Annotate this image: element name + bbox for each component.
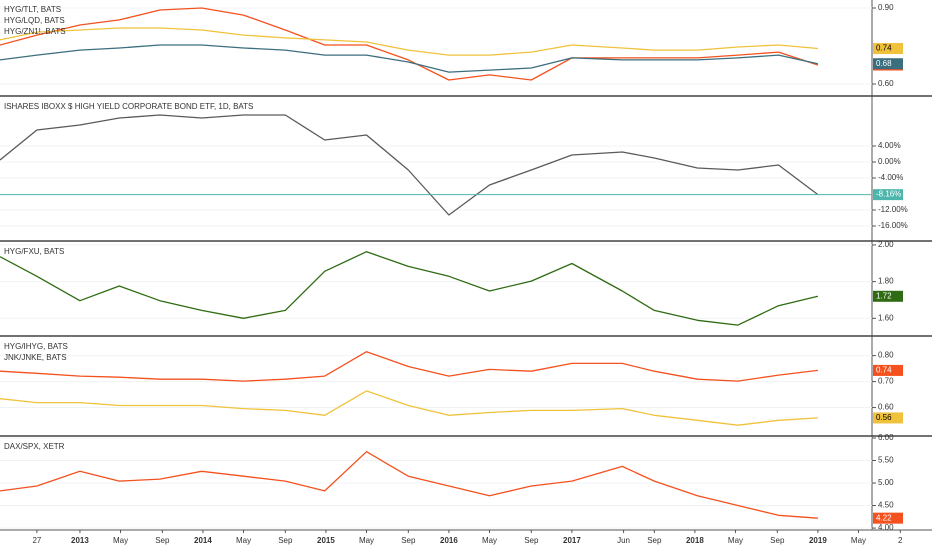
y-tick-label: 4.00 <box>878 523 894 532</box>
y-tick-label: 1.60 <box>878 313 894 322</box>
last-value-label: 1.72 <box>876 291 892 300</box>
series-line <box>0 390 818 426</box>
x-tick-label: 2017 <box>563 536 581 545</box>
x-tick-label: Sep <box>524 536 539 545</box>
x-tick-label: Sep <box>401 536 416 545</box>
last-value-badge <box>873 58 903 70</box>
last-value-badge <box>873 43 903 55</box>
last-value-badge <box>873 512 903 524</box>
y-tick-label: 6.00 <box>878 433 894 442</box>
x-tick-label: May <box>359 536 374 545</box>
y-tick-label: 0.70 <box>878 377 894 386</box>
y-tick-label: 4.00% <box>878 141 901 150</box>
x-tick-label: May <box>113 536 128 545</box>
y-tick-label: 5.50 <box>878 456 894 465</box>
last-value-label: 0.68 <box>876 59 892 68</box>
last-value-label: 0.74 <box>876 44 892 53</box>
y-tick-label: 5.00 <box>878 478 894 487</box>
series-line <box>0 351 818 382</box>
y-tick-label: 0.80 <box>878 351 894 360</box>
y-tick-label: 0.00% <box>878 157 901 166</box>
legend-entry: HYG/LQD, BATS <box>4 16 65 25</box>
last-value-badge <box>873 364 903 376</box>
legend-entry: HYG/TLT, BATS <box>4 5 61 14</box>
last-value-badge <box>873 290 903 302</box>
legend-entry: HYG/FXU, BATS <box>4 247 64 256</box>
x-tick-label: 2014 <box>194 536 212 545</box>
y-tick-label: 4.50 <box>878 501 894 510</box>
last-value-label: 0.56 <box>876 413 892 422</box>
last-value-label: 4.22 <box>876 513 892 522</box>
x-tick-label: 27 <box>32 536 41 545</box>
x-tick-label: 2018 <box>686 536 704 545</box>
y-tick-label: -16.00% <box>878 221 908 230</box>
series-line <box>0 7 819 81</box>
x-tick-label: Jun <box>617 536 630 545</box>
series-line <box>0 251 819 326</box>
x-tick-label: 2013 <box>71 536 89 545</box>
x-tick-label: May <box>482 536 497 545</box>
last-value-label: 0.74 <box>876 366 892 375</box>
legend-entry: HYG/ZN1!, BATS <box>4 27 66 36</box>
legend-entry: JNK/JNKE, BATS <box>4 353 67 362</box>
x-tick-label: May <box>851 536 866 545</box>
x-tick-label: Sep <box>278 536 293 545</box>
legend-entry: DAX/SPX, XETR <box>4 442 65 451</box>
x-tick-label: Sep <box>155 536 170 545</box>
x-tick-label: 2015 <box>317 536 335 545</box>
y-tick-label: 0.60 <box>878 403 894 412</box>
series-line <box>0 451 818 519</box>
legend-entry: HYG/IHYG, BATS <box>4 342 68 351</box>
last-value-badge <box>873 412 903 424</box>
legend-entry: ISHARES IBOXX $ HIGH YIELD CORPORATE BON… <box>4 102 253 111</box>
series-line <box>0 27 818 56</box>
x-tick-label: May <box>236 536 251 545</box>
y-tick-label: 0.90 <box>878 3 894 12</box>
x-tick-label: 2016 <box>440 536 458 545</box>
y-tick-label: -12.00% <box>878 205 908 214</box>
x-tick-label: Sep <box>647 536 662 545</box>
y-tick-label: 0.60 <box>878 79 894 88</box>
series-line <box>0 114 819 216</box>
x-tick-label: May <box>728 536 743 545</box>
last-value-label: -8.16% <box>876 190 901 199</box>
y-tick-label: 2.00 <box>878 240 894 249</box>
x-tick-label: 2 <box>898 536 903 545</box>
x-tick-label: 2019 <box>809 536 827 545</box>
y-tick-label: -4.00% <box>878 173 903 182</box>
x-tick-label: Sep <box>770 536 785 545</box>
last-value-badge <box>873 189 903 201</box>
series-line <box>0 44 819 73</box>
y-tick-label: 1.80 <box>878 277 894 286</box>
